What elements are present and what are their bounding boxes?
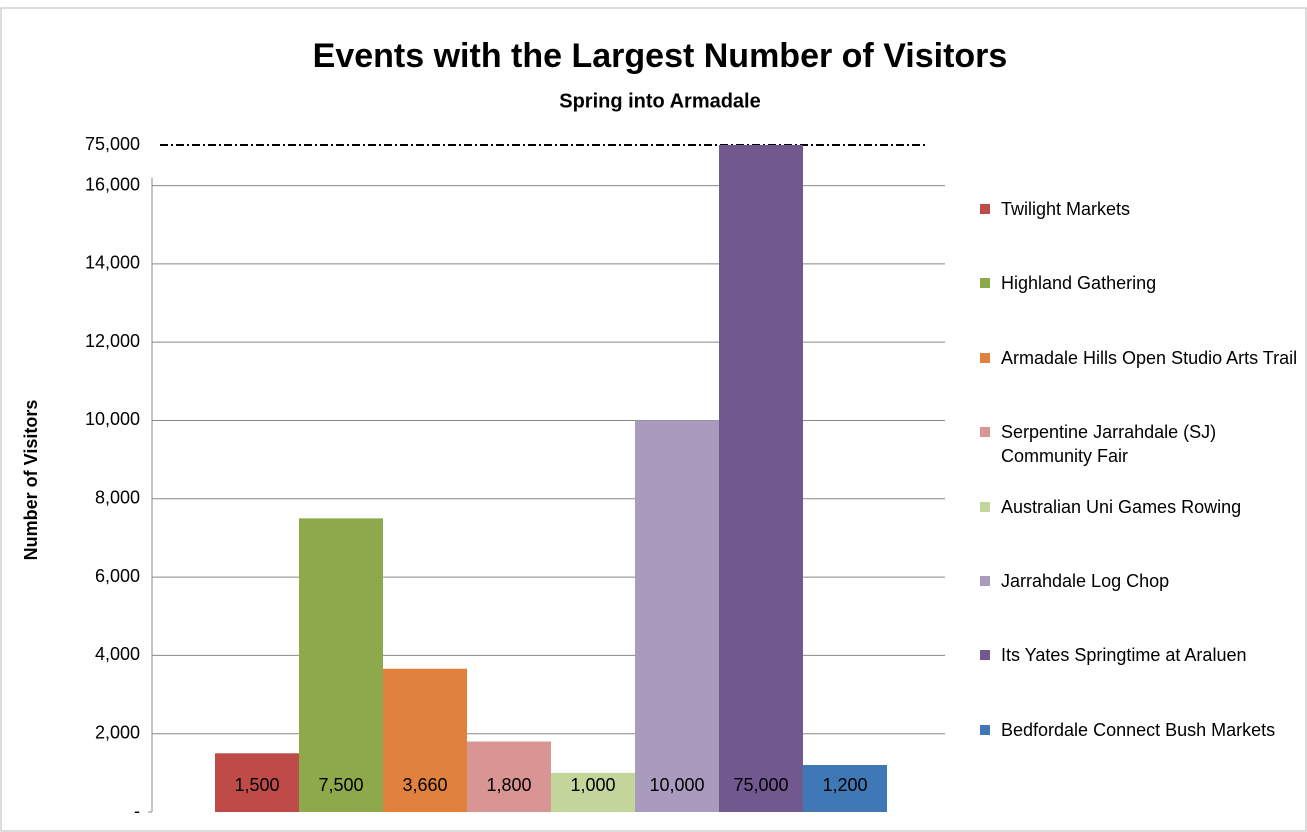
legend-label: Twilight Markets bbox=[1001, 199, 1131, 219]
chart-subtitle: Spring into Armadale bbox=[559, 90, 761, 112]
y-axis-label: Number of Visitors bbox=[21, 400, 41, 561]
y-tick-label: 75,000 bbox=[85, 134, 140, 154]
legend-label: Its Yates Springtime at Araluen bbox=[1001, 645, 1247, 666]
data-label: 7,500 bbox=[318, 775, 363, 795]
bar bbox=[383, 668, 467, 812]
data-label: 1,200 bbox=[822, 775, 867, 795]
legend-item: Its Yates Springtime at Araluen bbox=[980, 643, 1300, 667]
legend-item: Twilight Markets bbox=[980, 197, 1300, 221]
data-label: 1,500 bbox=[234, 775, 279, 795]
data-label: 10,000 bbox=[649, 775, 704, 795]
bar bbox=[803, 765, 887, 812]
data-label: 1,800 bbox=[486, 775, 531, 795]
legend-item: Armadale Hills Open Studio Arts Trail bbox=[980, 346, 1300, 370]
y-tick-label: 14,000 bbox=[85, 253, 140, 273]
legend-item: Bedfordale Connect Bush Markets bbox=[980, 718, 1300, 742]
legend-label: Bedfordale Connect Bush Markets bbox=[1001, 719, 1276, 740]
legend-item: Australian Uni Games Rowing bbox=[980, 495, 1300, 519]
y-tick-label: 4,000 bbox=[95, 644, 140, 664]
legend-label: Jarrahdale Log Chop bbox=[1001, 571, 1170, 591]
data-label: 3,660 bbox=[402, 775, 447, 795]
legend-swatch bbox=[980, 650, 990, 661]
y-tick-label: - bbox=[134, 801, 140, 821]
legend-swatch bbox=[980, 427, 990, 438]
legend-swatch bbox=[980, 204, 990, 214]
legend-swatch bbox=[980, 724, 990, 735]
legend-swatch bbox=[980, 501, 990, 512]
bar bbox=[551, 772, 635, 812]
legend-item: Serpentine Jarrahdale (SJ) Community Fai… bbox=[980, 420, 1300, 468]
legend-swatch bbox=[980, 576, 990, 586]
legend-label: Australian Uni Games Rowing bbox=[1001, 496, 1242, 517]
y-tick-label: 12,000 bbox=[85, 331, 140, 351]
y-tick-label: 8,000 bbox=[95, 488, 140, 508]
legend-swatch bbox=[980, 352, 990, 363]
bar bbox=[467, 741, 551, 812]
y-tick-label: 16,000 bbox=[85, 174, 140, 194]
bar bbox=[299, 518, 383, 812]
data-label: 75,000 bbox=[733, 775, 788, 795]
legend-item: Highland Gathering bbox=[980, 271, 1300, 295]
data-label: 1,000 bbox=[570, 775, 615, 795]
y-tick-label: 10,000 bbox=[85, 409, 140, 429]
legend-label: Armadale Hills Open Studio Arts Trail bbox=[1001, 347, 1298, 368]
bar bbox=[635, 420, 719, 812]
chart-title: Events with the Largest Number of Visito… bbox=[313, 37, 1008, 75]
legend-swatch bbox=[980, 278, 990, 289]
bar bbox=[719, 145, 803, 812]
legend-label: Highland Gathering bbox=[1001, 273, 1157, 294]
legend-item: Jarrahdale Log Chop bbox=[980, 569, 1300, 593]
y-tick-label: 2,000 bbox=[95, 722, 140, 742]
bar bbox=[215, 753, 299, 812]
legend-label: Serpentine Jarrahdale (SJ) Community Fai… bbox=[1001, 422, 1217, 467]
y-tick-label: 6,000 bbox=[95, 566, 140, 586]
